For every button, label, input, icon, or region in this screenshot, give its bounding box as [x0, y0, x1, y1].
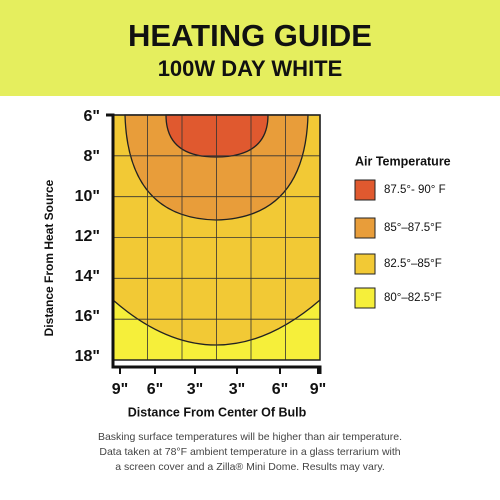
y-tick-label: 14" [75, 268, 100, 285]
y-axis-title: Distance From Heat Source [42, 179, 56, 336]
footnote: Data taken at 78°F ambient temperature i… [99, 446, 400, 458]
legend-swatch [354, 287, 376, 309]
title: HEATING GUIDE [128, 18, 372, 53]
x-tick-label: 9" [112, 381, 128, 398]
axis [106, 113, 322, 374]
legend-title: Air Temperature [355, 154, 451, 168]
legend-label: 80°–82.5°F [384, 292, 442, 304]
y-tick-label: 18" [75, 348, 100, 365]
y-tick-label: 8" [84, 148, 100, 165]
x-tick-label: 6" [147, 381, 163, 398]
heat-map [106, 113, 322, 374]
footnote: a screen cover and a Zilla® Mini Dome. R… [115, 461, 385, 473]
footnote: Basking surface temperatures will be hig… [98, 431, 402, 443]
x-tick-label: 3" [229, 381, 245, 398]
x-tick-label: 3" [187, 381, 203, 398]
y-tick-label: 10" [75, 188, 100, 205]
legend-label: 87.5°- 90° F [384, 184, 446, 196]
y-tick-label: 16" [75, 308, 100, 325]
zone [165, 114, 269, 158]
x-axis-title: Distance From Center Of Bulb [128, 405, 307, 419]
banner [0, 0, 500, 96]
y-tick-label: 12" [75, 228, 100, 245]
legend-swatch [354, 253, 376, 275]
y-tick-label: 6" [84, 108, 100, 125]
x-tick-label: 9" [310, 381, 326, 398]
subtitle: 100W DAY WHITE [158, 56, 343, 81]
legend-label: 82.5°–85°F [384, 258, 442, 270]
legend-swatch [354, 179, 376, 201]
legend-swatch [354, 217, 376, 239]
x-tick-label: 6" [272, 381, 288, 398]
legend-label: 85°–87.5°F [384, 222, 442, 234]
